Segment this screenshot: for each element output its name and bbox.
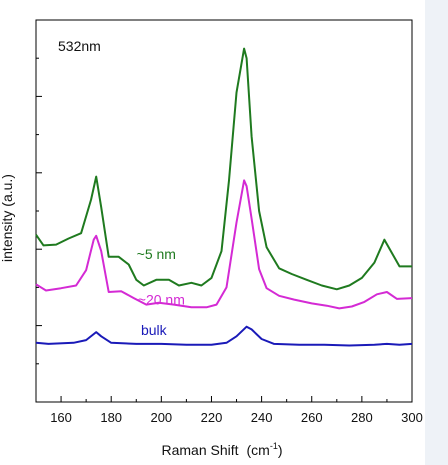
x-axis-unit-base: (cm (247, 442, 270, 458)
laser-annotation: 532nm (58, 38, 101, 54)
series-labels: ~5 nm ~20 nm bulk (137, 246, 185, 338)
x-axis-label-text: Raman Shift (161, 442, 238, 458)
x-ticks: 160 180 200 220 240 260 280 300 (35, 396, 423, 425)
y-axis-label: intensity (a.u.) (0, 174, 15, 262)
series-line-0 (35, 47, 412, 291)
series-lines (35, 47, 413, 347)
series-line-1 (35, 179, 413, 310)
x-tick-label: 220 (201, 410, 223, 425)
series-label-0: ~5 nm (137, 246, 176, 262)
series-label-2: bulk (141, 322, 168, 338)
x-tick-label: 240 (251, 410, 273, 425)
x-axis-unit-close: ) (278, 442, 283, 458)
x-tick-label: 200 (150, 410, 172, 425)
x-axis-unit-exp: -1 (270, 441, 278, 451)
y-ticks (36, 19, 42, 403)
x-tick-label: 260 (301, 410, 323, 425)
x-axis-label: Raman Shift (cm-1) (161, 441, 282, 458)
x-tick-label: 160 (50, 410, 72, 425)
series-line-2 (35, 325, 413, 347)
x-tick-label: 300 (401, 410, 423, 425)
x-tick-label: 180 (100, 410, 122, 425)
series-label-1: ~20 nm (138, 292, 185, 308)
x-tick-label: 280 (351, 410, 373, 425)
figure-background (0, 0, 425, 465)
